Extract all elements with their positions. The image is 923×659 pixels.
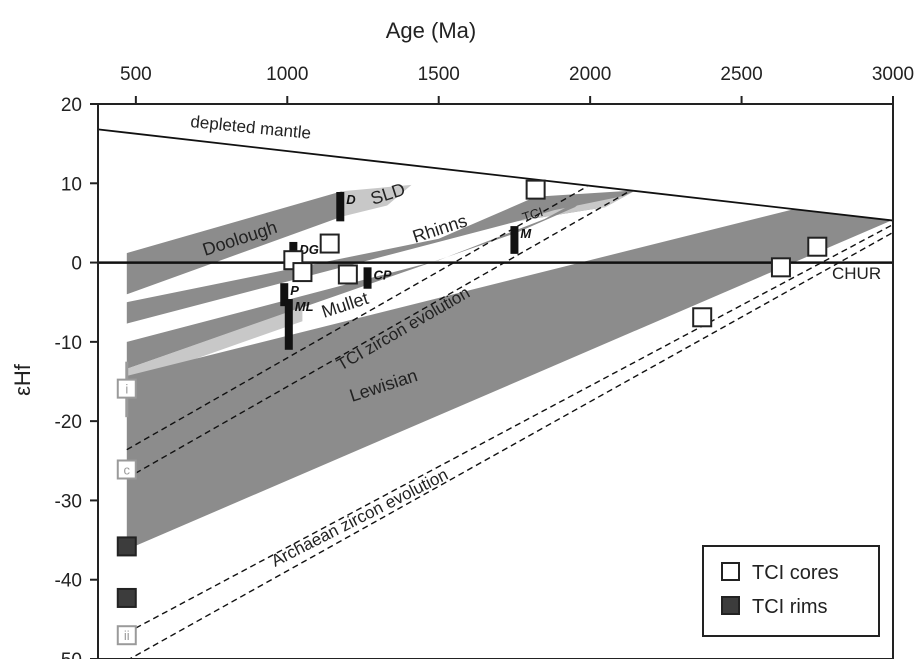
label-archaean-zircon-evolution: Archaean zircon evolution bbox=[268, 465, 451, 571]
bands bbox=[126, 184, 893, 550]
x-tick-label-3000: 3000 bbox=[872, 64, 914, 85]
x-axis-title: Age (Ma) bbox=[386, 18, 476, 43]
age-bar-dg bbox=[289, 241, 298, 255]
label-chur: CHUR bbox=[832, 264, 881, 283]
band-lewisian bbox=[126, 209, 893, 550]
y-tick-label-20: 20 bbox=[61, 95, 82, 116]
label-sld: SLD bbox=[368, 179, 407, 209]
legend-box bbox=[702, 545, 880, 637]
x-tick-label-1000: 1000 bbox=[266, 64, 308, 85]
inherited-marker-label-i: i bbox=[125, 382, 128, 397]
age-bar-label-ml: ML bbox=[295, 299, 314, 314]
age-bar-cp bbox=[363, 267, 372, 289]
age-bar-label-m: M bbox=[520, 226, 532, 241]
age-bar-ml bbox=[284, 299, 293, 350]
core-point-4 bbox=[337, 264, 358, 285]
y-tick-label--50: -50 bbox=[55, 650, 82, 659]
y-axis-title: εHf bbox=[10, 363, 35, 396]
age-bar-label-dg: DG bbox=[299, 242, 319, 257]
x-tick-label-1500: 1500 bbox=[418, 64, 460, 85]
x-tick-label-2500: 2500 bbox=[720, 64, 762, 85]
plot-frame bbox=[97, 103, 894, 659]
y-tick-label--40: -40 bbox=[55, 571, 82, 592]
age-bars: D DG PML CP M bbox=[280, 192, 532, 350]
y-tick-label--10: -10 bbox=[55, 333, 82, 354]
core-point-5 bbox=[692, 307, 713, 328]
markers: i c ii bbox=[116, 179, 828, 646]
legend-label-tci-cores: TCI cores bbox=[752, 562, 839, 584]
legend: TCI cores TCI rims bbox=[702, 545, 880, 637]
legend-marker-tci-rims bbox=[721, 596, 740, 615]
y-tick-label--20: -20 bbox=[55, 412, 82, 433]
inherited-marker-i bbox=[116, 378, 137, 399]
evolution-line-0-0 bbox=[126, 185, 588, 451]
legend-label-tci-rims: TCI rims bbox=[752, 596, 828, 618]
core-point-1 bbox=[319, 233, 340, 254]
x-tick-label-2000: 2000 bbox=[569, 64, 611, 85]
rim-point-0 bbox=[116, 536, 137, 557]
evolution-line-1-0 bbox=[126, 223, 893, 634]
y-tick-label--30: -30 bbox=[55, 491, 82, 512]
y-tick-label-10: 10 bbox=[61, 174, 82, 195]
band-3 bbox=[517, 190, 636, 222]
age-bar-p bbox=[280, 283, 289, 307]
evolution-line-1-1 bbox=[128, 231, 893, 659]
age-bar-m bbox=[510, 226, 519, 254]
line-depleted-mantle bbox=[98, 128, 893, 222]
evolution-line-0-1 bbox=[126, 190, 630, 479]
label-tci: TCI bbox=[520, 204, 545, 225]
inherited-marker-label-ii: ii bbox=[124, 628, 130, 643]
age-bar-label-p: P bbox=[290, 283, 299, 298]
rim-point-1 bbox=[116, 587, 137, 608]
core-point-3 bbox=[292, 262, 313, 283]
band-rhinns bbox=[126, 190, 636, 324]
inherited-marker-ii bbox=[116, 625, 137, 646]
reference-lines bbox=[98, 128, 893, 659]
y-tick-label-0: 0 bbox=[71, 254, 82, 275]
core-point-7 bbox=[807, 236, 828, 257]
band-doolough bbox=[126, 191, 342, 295]
core-point-0 bbox=[525, 179, 546, 200]
core-point-6 bbox=[770, 257, 791, 278]
band-5 bbox=[126, 307, 303, 384]
x-tick-label-500: 500 bbox=[120, 64, 152, 85]
age-bar-d bbox=[336, 192, 345, 222]
legend-marker-tci-cores bbox=[721, 562, 740, 581]
label-depleted-mantle: depleted mantle bbox=[190, 112, 312, 143]
y-axis: 20 10 0 -10 -20 -30 -40 -50 bbox=[55, 95, 98, 659]
inherited-marker-c bbox=[116, 459, 137, 480]
band-sld bbox=[341, 184, 412, 217]
age-bar-label-cp: CP bbox=[374, 267, 392, 282]
band-mullet bbox=[126, 194, 591, 369]
x-axis: 500 1000 1500 2000 2500 3000 bbox=[120, 64, 914, 104]
inherited-marker-label-c: c bbox=[124, 463, 131, 478]
age-bar-label-d: D bbox=[346, 192, 356, 207]
